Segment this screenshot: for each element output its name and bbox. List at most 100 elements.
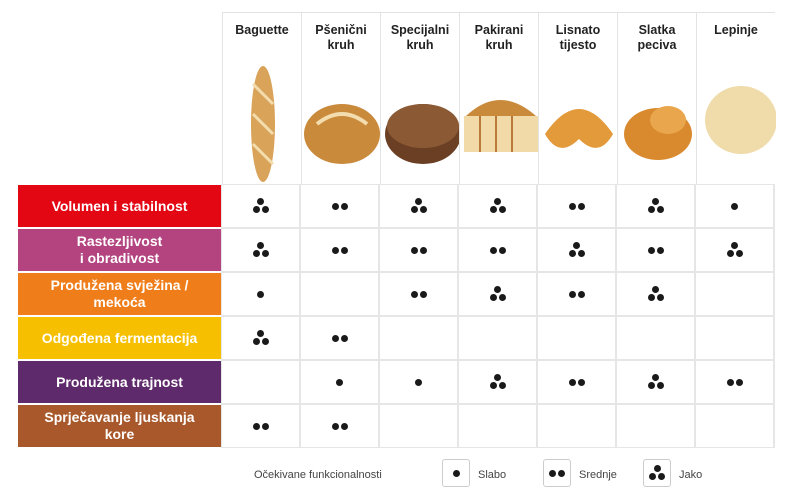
functionality-dot bbox=[419, 206, 427, 213]
row-label: Produžena trajnost bbox=[18, 361, 221, 403]
bread-photo bbox=[705, 86, 776, 154]
column-label: Pakirani kruh bbox=[474, 23, 524, 52]
functionality-dot bbox=[726, 378, 734, 386]
table-cell bbox=[380, 273, 457, 315]
functionality-dot bbox=[735, 378, 743, 386]
bread-photo bbox=[545, 109, 613, 148]
table-cell bbox=[538, 229, 615, 271]
functionality-dot bbox=[331, 422, 339, 430]
legend-label-jako: Jako bbox=[679, 469, 703, 481]
functionality-dot bbox=[498, 246, 506, 254]
column-header: Baguette bbox=[222, 12, 301, 184]
functionality-dot bbox=[577, 378, 585, 386]
column-header: Slatka peciva bbox=[617, 12, 696, 184]
column-header: Lepinje bbox=[696, 12, 776, 184]
grid-lines bbox=[221, 184, 775, 448]
functionality-dot bbox=[419, 246, 427, 254]
functionality-dot bbox=[652, 286, 659, 293]
table-cell bbox=[301, 361, 378, 403]
functionality-dot bbox=[415, 378, 422, 386]
functionality-dot bbox=[261, 250, 269, 257]
functionality-dot bbox=[489, 382, 497, 389]
functionality-dot bbox=[656, 294, 664, 301]
column-label: Lisnato tijesto bbox=[555, 23, 601, 52]
functionality-dot bbox=[647, 206, 655, 213]
functionality-dot bbox=[652, 198, 659, 205]
row-label: Rastezljivost i obradivost bbox=[18, 229, 221, 271]
functionality-dot bbox=[647, 382, 655, 389]
functionality-dot bbox=[340, 334, 348, 342]
row-label: Volumen i stabilnost bbox=[18, 185, 221, 227]
functionality-dot bbox=[410, 290, 418, 298]
table-cell bbox=[222, 273, 299, 315]
table-cell bbox=[459, 273, 536, 315]
functionality-dot bbox=[261, 206, 269, 213]
functionality-dot bbox=[489, 294, 497, 301]
table-cell bbox=[222, 185, 299, 227]
table-cell bbox=[222, 405, 299, 447]
table-cell bbox=[380, 361, 457, 403]
table-cell bbox=[538, 185, 615, 227]
functionality-dot bbox=[652, 374, 659, 381]
functionality-dot bbox=[419, 290, 427, 298]
table-cell bbox=[696, 185, 773, 227]
table-cell bbox=[459, 405, 536, 447]
functionality-dot bbox=[649, 473, 656, 480]
functionality-dot bbox=[489, 246, 497, 254]
legend-symbol-1 bbox=[442, 459, 470, 487]
functionality-dot bbox=[494, 374, 501, 381]
column-header: Pakirani kruh bbox=[459, 12, 538, 184]
functionality-dot bbox=[410, 246, 418, 254]
table-cell bbox=[222, 361, 299, 403]
bread-photo bbox=[385, 104, 460, 164]
functionality-dot bbox=[731, 242, 738, 249]
column-label: Specijalni kruh bbox=[390, 23, 450, 52]
table-cell bbox=[617, 273, 694, 315]
functionality-dot bbox=[498, 206, 506, 213]
bread-photo bbox=[304, 104, 380, 164]
functionality-dot bbox=[568, 250, 576, 257]
table-cell bbox=[222, 229, 299, 271]
functionality-dot bbox=[568, 378, 576, 386]
bread-photo bbox=[251, 66, 275, 182]
table-cell bbox=[538, 317, 615, 359]
functionality-dot bbox=[410, 206, 418, 213]
functionality-dot bbox=[257, 242, 264, 249]
table-cell bbox=[617, 405, 694, 447]
functionality-dot bbox=[252, 206, 260, 213]
functionality-dot bbox=[568, 202, 576, 210]
table-cell bbox=[380, 405, 457, 447]
table-cell bbox=[459, 185, 536, 227]
legend-label-slabo: Slabo bbox=[478, 469, 507, 481]
functionality-dot bbox=[647, 246, 655, 254]
functionality-dot bbox=[577, 250, 585, 257]
functionality-dot bbox=[452, 469, 460, 477]
legend-title: Očekivane funkcionalnosti bbox=[254, 469, 382, 481]
bread-photo bbox=[624, 106, 692, 160]
functionality-dot bbox=[558, 469, 565, 477]
functionality-dot bbox=[658, 473, 665, 480]
functionality-dot bbox=[257, 330, 264, 337]
functionality-dot bbox=[331, 202, 339, 210]
functionality-dot bbox=[252, 250, 260, 257]
functionality-dot bbox=[252, 422, 260, 430]
functionality-dot bbox=[498, 382, 506, 389]
functionality-dot bbox=[731, 202, 738, 210]
legend-symbol-2 bbox=[543, 459, 571, 487]
column-header: Specijalni kruh bbox=[380, 12, 460, 184]
table-cell bbox=[301, 405, 378, 447]
functionality-dot bbox=[656, 382, 664, 389]
table-cell bbox=[696, 229, 773, 271]
table-cell bbox=[696, 361, 773, 403]
table-cell bbox=[222, 317, 299, 359]
functionality-dot bbox=[340, 422, 348, 430]
table-cell bbox=[301, 229, 378, 271]
functionality-dot bbox=[494, 198, 501, 205]
functionality-dot bbox=[549, 469, 556, 477]
table-cell bbox=[617, 185, 694, 227]
table-cell bbox=[459, 229, 536, 271]
table-cell bbox=[459, 317, 536, 359]
table-cell bbox=[301, 317, 378, 359]
row-label: Sprječavanje ljuskanja kore bbox=[18, 405, 221, 447]
